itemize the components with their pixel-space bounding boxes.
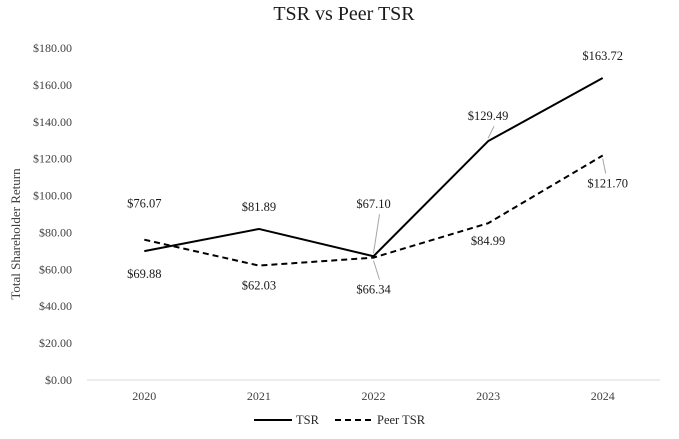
data-label: $66.34	[356, 283, 391, 297]
legend: TSR Peer TSR	[254, 413, 426, 427]
series-line-peer-tsr	[144, 154, 604, 267]
data-label: $69.88	[127, 267, 161, 281]
data-label: $84.99	[471, 234, 505, 248]
data-label: $81.89	[242, 200, 276, 214]
y-tick-label: $60.00	[39, 262, 72, 276]
y-axis-ticks: $0.00 $20.00 $40.00 $60.00 $80.00 $100.00 $120…	[33, 41, 72, 387]
leader-line	[602, 158, 607, 174]
data-labels: $69.88 $81.89 $67.10 $129.49 $163.72 $76.07 $6…	[127, 49, 628, 297]
data-label: $62.03	[242, 279, 276, 293]
chart-title: TSR vs Peer TSR	[273, 3, 415, 25]
series-line-tsr	[144, 77, 604, 258]
y-tick-label: $140.00	[33, 115, 72, 129]
y-tick-label: $40.00	[39, 299, 72, 313]
y-tick-label: $160.00	[33, 78, 72, 92]
data-label: $121.70	[587, 177, 628, 191]
data-label: $163.72	[582, 49, 623, 63]
legend-label: Peer TSR	[377, 413, 426, 427]
leader-line	[373, 260, 380, 280]
leader-line	[373, 214, 380, 254]
data-label: $76.07	[127, 197, 161, 211]
legend-label: TSR	[296, 413, 320, 427]
x-tick-label: 2022	[362, 389, 386, 403]
x-tick-label: 2020	[132, 389, 156, 403]
y-tick-label: $120.00	[33, 152, 72, 166]
y-axis-label: Total Shareholder Return	[8, 168, 23, 300]
y-tick-label: $80.00	[39, 225, 72, 239]
x-tick-label: 2021	[247, 389, 271, 403]
y-tick-label: $100.00	[33, 189, 72, 203]
y-tick-label: $0.00	[45, 373, 72, 387]
data-label: $129.49	[468, 109, 509, 123]
x-tick-label: 2023	[476, 389, 500, 403]
y-tick-label: $20.00	[39, 336, 72, 350]
leader-line	[487, 125, 495, 139]
x-axis-ticks: 2020 2021 2022 2023 2024	[132, 389, 614, 403]
series-layer	[144, 77, 604, 267]
y-tick-label: $180.00	[33, 41, 72, 55]
x-tick-label: 2024	[591, 389, 615, 403]
data-label: $67.10	[356, 197, 390, 211]
